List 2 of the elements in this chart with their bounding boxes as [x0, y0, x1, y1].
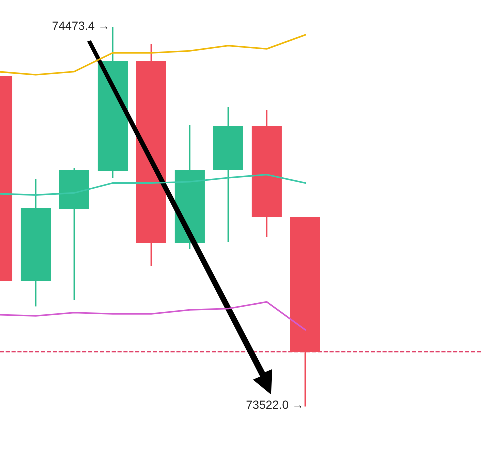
annotation: 74473.4 →	[52, 22, 108, 30]
annotation: 73522.0 →	[246, 400, 302, 410]
